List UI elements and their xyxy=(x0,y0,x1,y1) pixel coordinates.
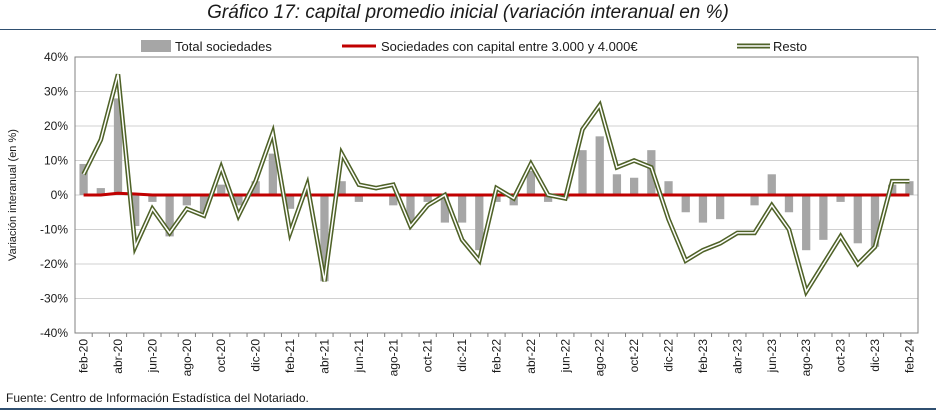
bar xyxy=(423,195,432,202)
x-tick-label: feb-23 xyxy=(696,339,710,373)
x-tick-label: feb-21 xyxy=(283,339,297,373)
x-tick-label: abr-21 xyxy=(318,339,332,374)
legend-label-capital: Sociedades con capital entre 3.000 y 4.0… xyxy=(381,39,638,54)
x-tick-label: oct-21 xyxy=(421,339,435,373)
x-tick-label: dic-23 xyxy=(868,339,882,372)
bar xyxy=(578,150,587,195)
x-tick-label: oct-23 xyxy=(834,339,848,373)
bar xyxy=(320,195,329,282)
legend: Total sociedades Sociedades con capital … xyxy=(141,39,807,54)
bar xyxy=(870,195,880,247)
y-axis-label: Variación interanual (en %) xyxy=(7,129,19,261)
plot-frame xyxy=(74,56,919,334)
y-tick-label: 20% xyxy=(44,119,68,133)
y-tick-label: -10% xyxy=(40,223,68,237)
bar xyxy=(475,195,484,251)
bar xyxy=(664,181,673,195)
bar xyxy=(251,181,260,195)
bar xyxy=(630,177,639,195)
x-tick-label: oct-22 xyxy=(627,339,641,373)
legend-swatch-total xyxy=(141,40,171,52)
bar xyxy=(440,195,450,223)
y-tick-label: -30% xyxy=(40,292,68,306)
x-tick-label: jun-20 xyxy=(145,339,159,374)
bar xyxy=(543,195,553,202)
bar xyxy=(819,195,828,240)
bar xyxy=(716,195,725,220)
bar xyxy=(681,195,690,213)
x-axis: feb-20 abr-20 jun-20 ago-20 oct-20 dic-20 feb-… xyxy=(77,339,917,377)
bar xyxy=(784,195,794,213)
y-axis: -40% -30% -20% -10% 0% 10% 20% 30% 40% xyxy=(40,50,68,340)
x-tick-label: feb-24 xyxy=(902,339,916,373)
bar xyxy=(113,98,123,195)
bar xyxy=(96,188,105,195)
footer-rule xyxy=(0,408,936,410)
bar xyxy=(285,195,295,209)
x-tick-label: dic-22 xyxy=(662,339,676,372)
x-tick-label: ago-23 xyxy=(799,339,813,377)
bar xyxy=(354,195,363,202)
x-tick-label: jun-23 xyxy=(765,339,779,374)
chart-title: Gráfico 17: capital promedio inicial (va… xyxy=(207,2,729,23)
x-tick-label: jun-22 xyxy=(558,339,572,374)
x-tick-label: feb-20 xyxy=(77,339,91,373)
y-tick-label: 40% xyxy=(44,50,68,64)
y-tick-label: 0% xyxy=(51,188,69,202)
bar xyxy=(148,195,157,202)
x-tick-label: abr-20 xyxy=(111,339,125,374)
line-series xyxy=(81,73,910,298)
bar xyxy=(131,195,140,227)
bar xyxy=(457,195,467,223)
bar xyxy=(526,170,536,195)
bar xyxy=(165,195,174,237)
bar xyxy=(595,136,604,195)
bar xyxy=(853,195,862,244)
bar xyxy=(182,195,191,206)
line-resto-core xyxy=(82,74,910,294)
bar xyxy=(750,195,759,206)
bar xyxy=(612,174,622,195)
x-tick-label: ago-20 xyxy=(180,339,194,377)
bar xyxy=(406,195,415,223)
bar xyxy=(199,195,209,213)
bar xyxy=(802,195,811,251)
x-tick-label: dic-20 xyxy=(249,339,263,372)
bar xyxy=(836,195,845,202)
y-tick-label: -20% xyxy=(40,257,68,271)
legend-label-resto: Resto xyxy=(773,39,807,54)
x-tick-label: feb-22 xyxy=(490,339,504,373)
legend-label-total: Total sociedades xyxy=(175,39,272,54)
bar xyxy=(234,195,243,206)
x-tick-label: oct-20 xyxy=(214,339,228,373)
y-tick-label: -40% xyxy=(40,326,68,340)
x-tick-label: ago-21 xyxy=(386,339,400,377)
title-rule xyxy=(0,29,936,30)
bar xyxy=(389,195,398,206)
bar xyxy=(767,174,776,195)
y-tick-label: 30% xyxy=(44,85,68,99)
bar xyxy=(268,153,277,195)
bar xyxy=(79,163,88,195)
x-tick-label: ago-22 xyxy=(593,339,607,377)
x-tick-label: dic-21 xyxy=(455,339,469,372)
bar xyxy=(698,195,708,223)
line-resto-outline xyxy=(81,73,910,298)
bar xyxy=(905,181,914,195)
bar xyxy=(492,195,501,202)
bar xyxy=(337,181,346,195)
bar xyxy=(217,184,226,195)
source-note: Fuente: Centro de Información Estadístic… xyxy=(6,391,309,405)
x-tick-label: abr-23 xyxy=(730,339,744,374)
y-tick-label: 10% xyxy=(44,154,68,168)
x-tick-label: abr-22 xyxy=(524,339,538,374)
x-tick-label: jun-21 xyxy=(352,339,366,374)
